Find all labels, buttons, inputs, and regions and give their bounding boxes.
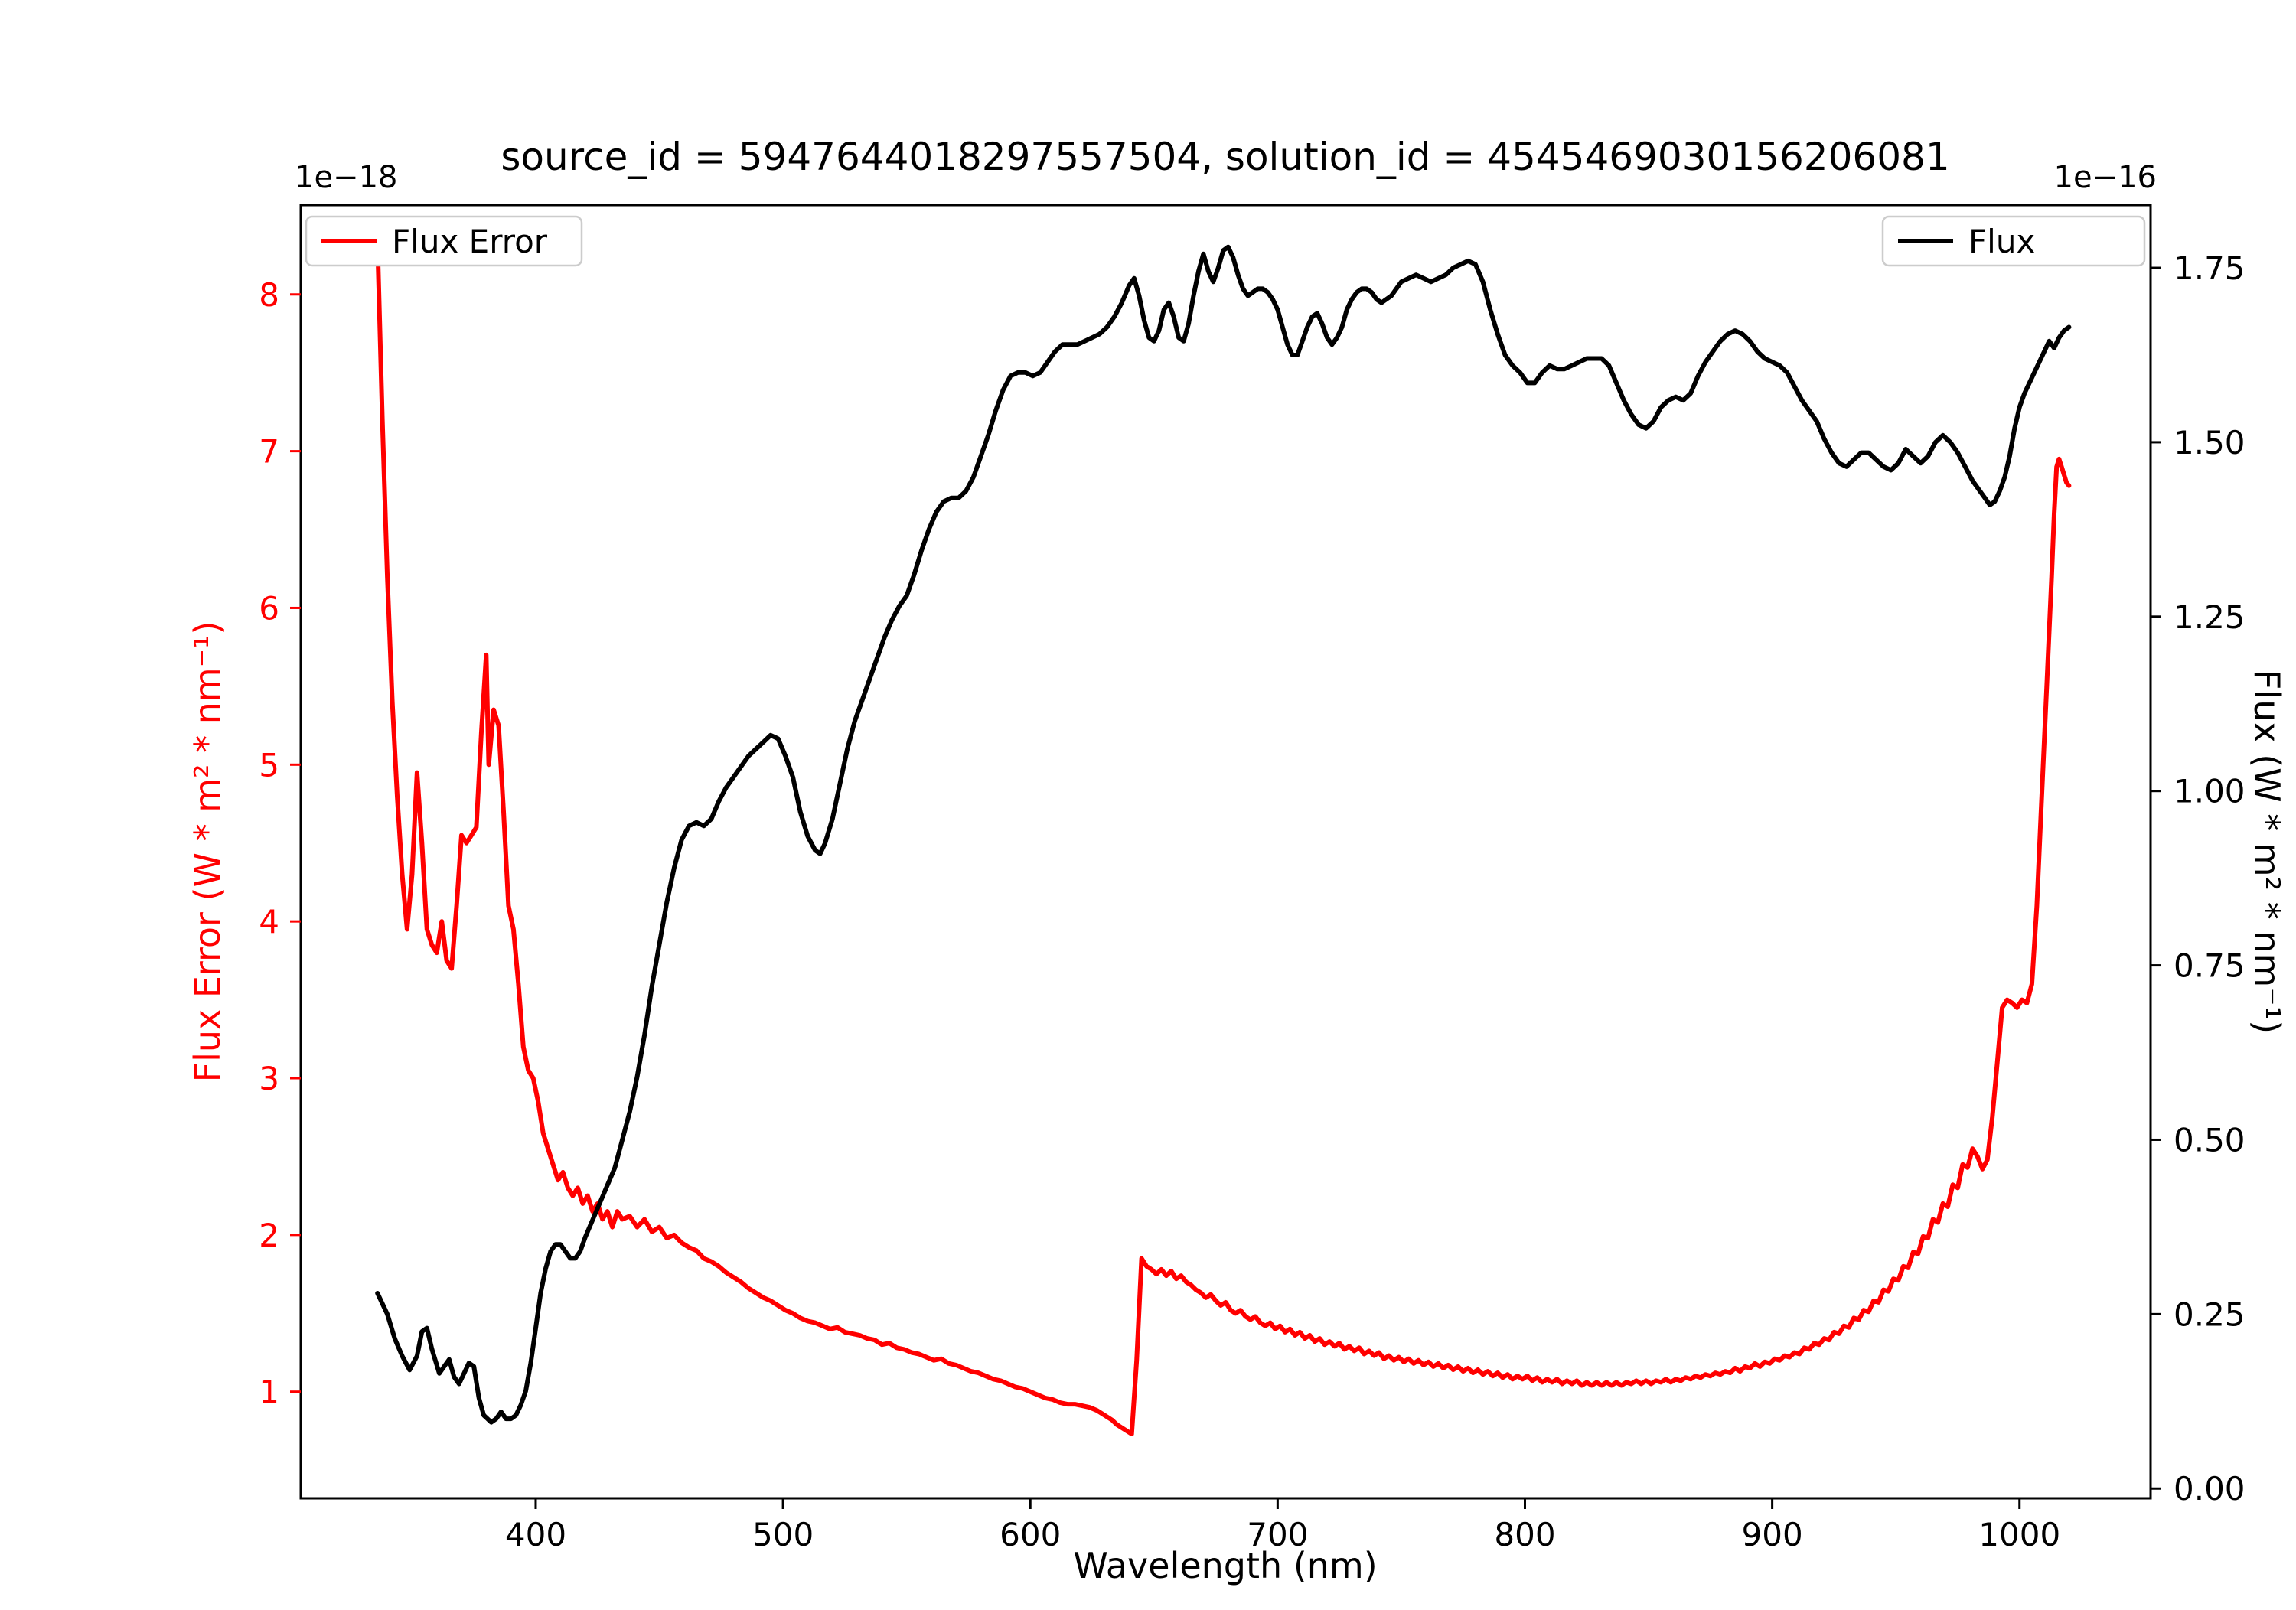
y-right-tick-label: 1.00 (2174, 773, 2245, 810)
legend-flux-box (1881, 215, 2146, 267)
x-tick-label: 1000 (1978, 1516, 2060, 1553)
y-left-tick-label: 7 (259, 433, 279, 471)
y-left-tick-label: 8 (259, 276, 279, 314)
legend-flux-error-box (305, 215, 583, 267)
y-left-tick-label: 1 (259, 1374, 279, 1411)
x-tick-label: 800 (1494, 1516, 1555, 1553)
y-left-tick-label: 3 (259, 1060, 279, 1097)
chart-title: source_id = 5947644018297557504, solutio… (501, 135, 1949, 179)
x-tick-label: 500 (752, 1516, 814, 1553)
x-tick-label: 900 (1742, 1516, 1803, 1553)
series-flux (375, 244, 2072, 1425)
y-right-tick-label: 0.75 (2174, 947, 2245, 985)
curve-group (375, 237, 2072, 1436)
plot-background (301, 205, 2151, 1498)
y-left-offset-text: 1e−18 (295, 160, 397, 195)
y-right-offset-text: 1e−16 (2054, 160, 2157, 195)
x-axis-label: Wavelength (nm) (1073, 1545, 1377, 1586)
x-tick-label: 600 (1000, 1516, 1061, 1553)
legend-flux-error: Flux Error (305, 215, 583, 267)
y-right-tick-label: 1.50 (2174, 424, 2245, 461)
y-right-tick-label: 1.25 (2174, 598, 2245, 636)
tick-label-group: 400 500 600 700 800 900 1000 1 2 3 4 5 6 7 8 0.00 0.25 0.… (259, 249, 2245, 1553)
series-flux-error (375, 237, 2072, 1436)
x-tick-label: 400 (505, 1516, 566, 1553)
y-left-tick-label: 2 (259, 1217, 279, 1254)
y-left-tick-label: 5 (259, 746, 279, 784)
y-right-tick-label: 0.00 (2174, 1470, 2245, 1507)
legend-flux: Flux (1881, 215, 2146, 267)
y-right-tick-label: 1.75 (2174, 249, 2245, 287)
tick-group (290, 266, 2161, 1509)
y-left-tick-label: 4 (259, 903, 279, 940)
y-right-tick-label: 0.25 (2174, 1295, 2245, 1333)
x-tick-label: 700 (1247, 1516, 1308, 1553)
y-left-tick-label: 6 (259, 589, 279, 627)
y-right-axis-label: Flux (W * m² * nm⁻¹) (2246, 670, 2288, 1034)
legend-flux-error-label: Flux Error (392, 223, 548, 260)
y-left-axis-label: Flux Error (W * m² * nm⁻¹) (187, 621, 228, 1083)
y-right-tick-label: 0.50 (2174, 1121, 2245, 1159)
legend-flux-label: Flux (1968, 223, 2035, 260)
axes-spines (299, 204, 2152, 1500)
